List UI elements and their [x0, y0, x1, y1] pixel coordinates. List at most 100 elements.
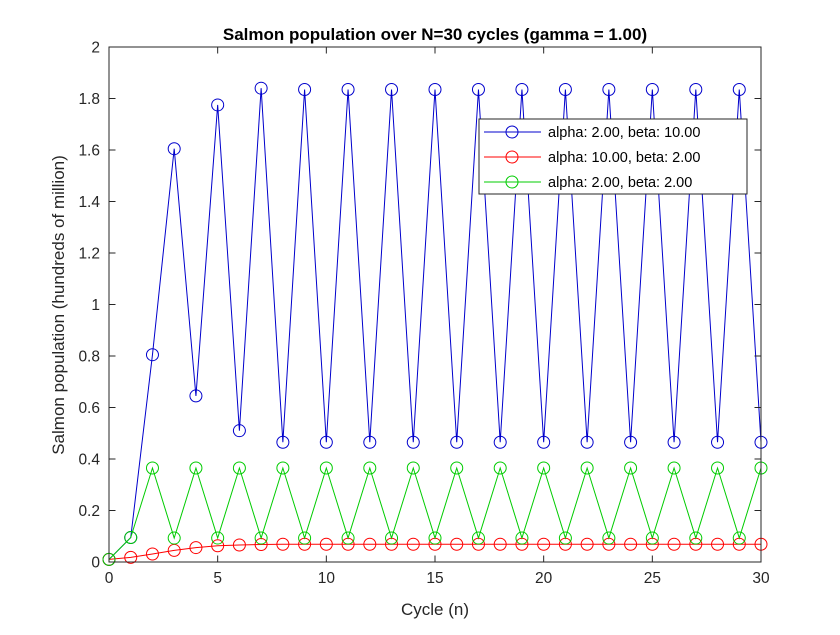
- data-point: [254, 531, 268, 545]
- y-tick-label: 1.2: [78, 246, 100, 263]
- data-point: [558, 82, 572, 96]
- data-point: [428, 82, 442, 96]
- data-point: [211, 539, 225, 553]
- x-tick-label: 15: [426, 570, 443, 587]
- x-tick-label: 10: [318, 570, 336, 587]
- data-point: [689, 82, 703, 96]
- x-tick-label: 30: [752, 570, 770, 587]
- legend-label-0: alpha: 2.00, beta: 10.00: [548, 125, 700, 141]
- data-point: [319, 435, 333, 449]
- y-tick-label: 0.6: [78, 400, 100, 417]
- data-point: [254, 81, 268, 95]
- data-point: [298, 82, 312, 96]
- data-point: [145, 348, 159, 362]
- data-point: [406, 461, 420, 475]
- data-point: [450, 435, 464, 449]
- x-tick-label: 20: [535, 570, 553, 587]
- y-tick-label: 0.8: [78, 349, 100, 366]
- data-point: [341, 82, 355, 96]
- data-point: [667, 537, 681, 551]
- y-tick-label: 0.4: [78, 452, 100, 469]
- data-point: [363, 537, 377, 551]
- data-point: [124, 550, 138, 564]
- legend-label-1: alpha: 10.00, beta: 2.00: [548, 150, 700, 166]
- data-point: [363, 461, 377, 475]
- data-point: [493, 435, 507, 449]
- data-point: [189, 389, 203, 403]
- data-point: [406, 435, 420, 449]
- data-point: [580, 461, 594, 475]
- legend-marker-1: [505, 150, 519, 164]
- x-tick-label: 5: [213, 570, 222, 587]
- data-point: [385, 531, 399, 545]
- data-point: [471, 531, 485, 545]
- y-tick-label: 0.2: [78, 503, 100, 520]
- legend-entry: alpha: 10.00, beta: 2.00: [484, 150, 700, 166]
- data-point: [624, 435, 638, 449]
- data-point: [189, 541, 203, 555]
- data-point: [145, 547, 159, 561]
- y-axis-label: Salmon population (hundreds of million): [49, 155, 68, 455]
- series-line-0: [108, 88, 762, 560]
- y-tick-label: 1.6: [78, 143, 100, 160]
- data-point: [667, 461, 681, 475]
- data-point: [450, 537, 464, 551]
- data-point: [580, 435, 594, 449]
- data-point: [341, 531, 355, 545]
- data-point: [602, 82, 616, 96]
- data-point: [689, 531, 703, 545]
- data-point: [711, 461, 725, 475]
- data-point: [711, 537, 725, 551]
- legend-label-2: alpha: 2.00, beta: 2.00: [548, 175, 692, 191]
- data-point: [428, 531, 442, 545]
- x-tick-label: 0: [105, 570, 114, 587]
- data-point: [515, 531, 529, 545]
- data-point: [363, 435, 377, 449]
- data-point: [298, 531, 312, 545]
- data-point: [450, 461, 464, 475]
- data-point: [232, 538, 246, 552]
- series-layer: [102, 81, 768, 566]
- legend-entry: alpha: 2.00, beta: 10.00: [484, 125, 700, 141]
- data-point: [319, 461, 333, 475]
- legend: alpha: 2.00, beta: 10.00 alpha: 10.00, b…: [478, 118, 748, 195]
- legend-entry: alpha: 2.00, beta: 2.00: [484, 175, 692, 191]
- data-point: [645, 82, 659, 96]
- y-tick-label: 0: [91, 555, 100, 572]
- data-point: [537, 435, 551, 449]
- data-point: [732, 531, 746, 545]
- data-point: [732, 82, 746, 96]
- data-point: [471, 82, 485, 96]
- series-0: [102, 81, 768, 566]
- data-point: [558, 531, 572, 545]
- data-point: [624, 461, 638, 475]
- data-point: [515, 82, 529, 96]
- data-point: [493, 537, 507, 551]
- y-tick-label: 2: [91, 40, 100, 57]
- data-point: [145, 461, 159, 475]
- data-point: [493, 461, 507, 475]
- data-point: [167, 142, 181, 156]
- y-tick-label: 1.4: [78, 194, 100, 211]
- ticks-layer: 0 5 10 15 20 25 30 0 0.2 0.4 0.6 0.8 1 1.2 1.4 1.6 1.8 2: [78, 40, 770, 588]
- data-point: [645, 531, 659, 545]
- data-point: [537, 461, 551, 475]
- data-point: [385, 82, 399, 96]
- data-point: [711, 435, 725, 449]
- data-point: [580, 537, 594, 551]
- data-point: [667, 435, 681, 449]
- data-point: [124, 531, 138, 545]
- x-axis-label: Cycle (n): [401, 600, 469, 619]
- data-point: [276, 537, 290, 551]
- data-point: [189, 461, 203, 475]
- data-point: [602, 531, 616, 545]
- data-point: [167, 531, 181, 545]
- data-point: [232, 424, 246, 438]
- series-line-2: [108, 466, 762, 560]
- data-point: [211, 98, 225, 112]
- data-point: [624, 537, 638, 551]
- x-tick-label: 25: [644, 570, 661, 587]
- y-tick-label: 1.8: [78, 91, 100, 108]
